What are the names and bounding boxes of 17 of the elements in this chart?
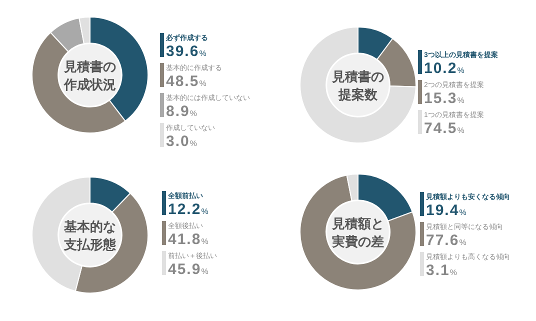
text: 見積書の提案数 (331, 69, 384, 102)
data-label: 19.4% (426, 202, 468, 219)
text: 見積書の作成状況 (63, 59, 116, 92)
data-label: 15.3% (424, 90, 466, 107)
data-label: 10.2% (424, 60, 466, 77)
data-label: 41.8% (168, 231, 210, 248)
data-label: 12.2% (168, 201, 210, 218)
data-label: 3.0% (166, 133, 198, 150)
text: 見積額と実費の差 (331, 216, 384, 249)
text: 基本的な支払形態 (63, 219, 117, 252)
data-label: 48.5% (166, 73, 208, 90)
data-label: 74.5% (424, 120, 466, 137)
data-label: 3.1% (426, 262, 458, 279)
data-label: 39.6% (166, 43, 208, 60)
data-label: 8.9% (166, 103, 198, 120)
data-label: 77.6% (426, 232, 468, 249)
data-label: 45.9% (168, 261, 210, 278)
